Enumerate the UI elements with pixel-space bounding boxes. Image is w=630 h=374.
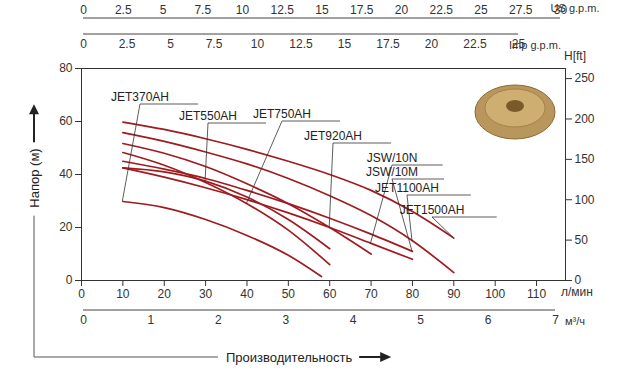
svg-text:0: 0	[66, 273, 73, 287]
svg-text:27.5: 27.5	[509, 3, 533, 17]
svg-text:JET750AH: JET750AH	[253, 107, 311, 121]
svg-text:20: 20	[425, 37, 439, 51]
svg-text:JET920AH: JET920AH	[304, 129, 362, 143]
svg-text:17.5: 17.5	[376, 37, 400, 51]
svg-text:40: 40	[240, 287, 254, 301]
svg-text:Производительность: Производительность	[226, 350, 352, 365]
svg-text:5: 5	[160, 3, 167, 17]
svg-text:0: 0	[80, 313, 87, 327]
svg-text:5: 5	[167, 37, 174, 51]
svg-text:15: 15	[338, 37, 352, 51]
svg-text:JSW/10N: JSW/10N	[367, 151, 418, 165]
svg-text:10: 10	[236, 3, 250, 17]
svg-text:70: 70	[364, 287, 378, 301]
svg-text:7.5: 7.5	[206, 37, 223, 51]
svg-text:JET1100AH: JET1100AH	[375, 181, 439, 195]
svg-text:7.5: 7.5	[194, 3, 211, 17]
svg-text:0: 0	[78, 287, 85, 301]
svg-text:150: 150	[575, 152, 595, 166]
svg-text:7: 7	[552, 313, 559, 327]
svg-text:100: 100	[485, 287, 505, 301]
svg-text:22.5: 22.5	[463, 37, 487, 51]
svg-text:110: 110	[527, 287, 546, 301]
svg-text:40: 40	[59, 167, 73, 181]
svg-text:15: 15	[315, 3, 329, 17]
svg-text:JET1500AH: JET1500AH	[400, 203, 465, 217]
svg-text:17.5: 17.5	[350, 3, 374, 17]
svg-text:2.5: 2.5	[119, 37, 136, 51]
svg-text:US g.p.m.: US g.p.m.	[551, 2, 600, 14]
svg-text:2: 2	[215, 313, 222, 327]
svg-text:80: 80	[406, 287, 420, 301]
svg-text:JET370AH: JET370AH	[111, 90, 169, 104]
svg-text:20: 20	[59, 220, 73, 234]
svg-text:90: 90	[447, 287, 461, 301]
svg-text:2.5: 2.5	[115, 3, 132, 17]
svg-text:Напор (м): Напор (м)	[27, 148, 42, 207]
svg-text:6: 6	[485, 313, 492, 327]
svg-text:5: 5	[417, 313, 424, 327]
svg-text:0: 0	[80, 37, 87, 51]
svg-text:200: 200	[575, 112, 595, 126]
svg-text:30: 30	[199, 287, 213, 301]
svg-text:1: 1	[148, 313, 155, 327]
svg-text:JSW/10M: JSW/10M	[366, 165, 418, 179]
svg-text:25: 25	[474, 3, 488, 17]
svg-text:20: 20	[158, 287, 172, 301]
svg-text:10: 10	[251, 37, 265, 51]
svg-text:22.5: 22.5	[430, 3, 454, 17]
svg-text:3: 3	[282, 313, 289, 327]
svg-text:80: 80	[59, 61, 73, 75]
svg-text:0: 0	[575, 273, 582, 287]
svg-text:250: 250	[575, 71, 595, 85]
svg-text:Imp g.p.m.: Imp g.p.m.	[509, 39, 561, 51]
svg-text:60: 60	[59, 114, 73, 128]
svg-text:50: 50	[575, 233, 589, 247]
svg-text:JET550AH: JET550AH	[179, 109, 237, 123]
svg-text:0: 0	[80, 3, 87, 17]
svg-text:12.5: 12.5	[271, 3, 295, 17]
svg-text:20: 20	[395, 3, 409, 17]
svg-text:50: 50	[282, 287, 296, 301]
svg-text:H[ft]: H[ft]	[564, 49, 586, 63]
svg-text:м³/ч: м³/ч	[565, 315, 585, 327]
svg-text:12.5: 12.5	[289, 37, 313, 51]
svg-text:60: 60	[323, 287, 337, 301]
svg-text:4: 4	[350, 313, 357, 327]
svg-text:л/мин: л/мин	[561, 285, 593, 299]
svg-text:10: 10	[116, 287, 130, 301]
svg-text:100: 100	[575, 193, 595, 207]
